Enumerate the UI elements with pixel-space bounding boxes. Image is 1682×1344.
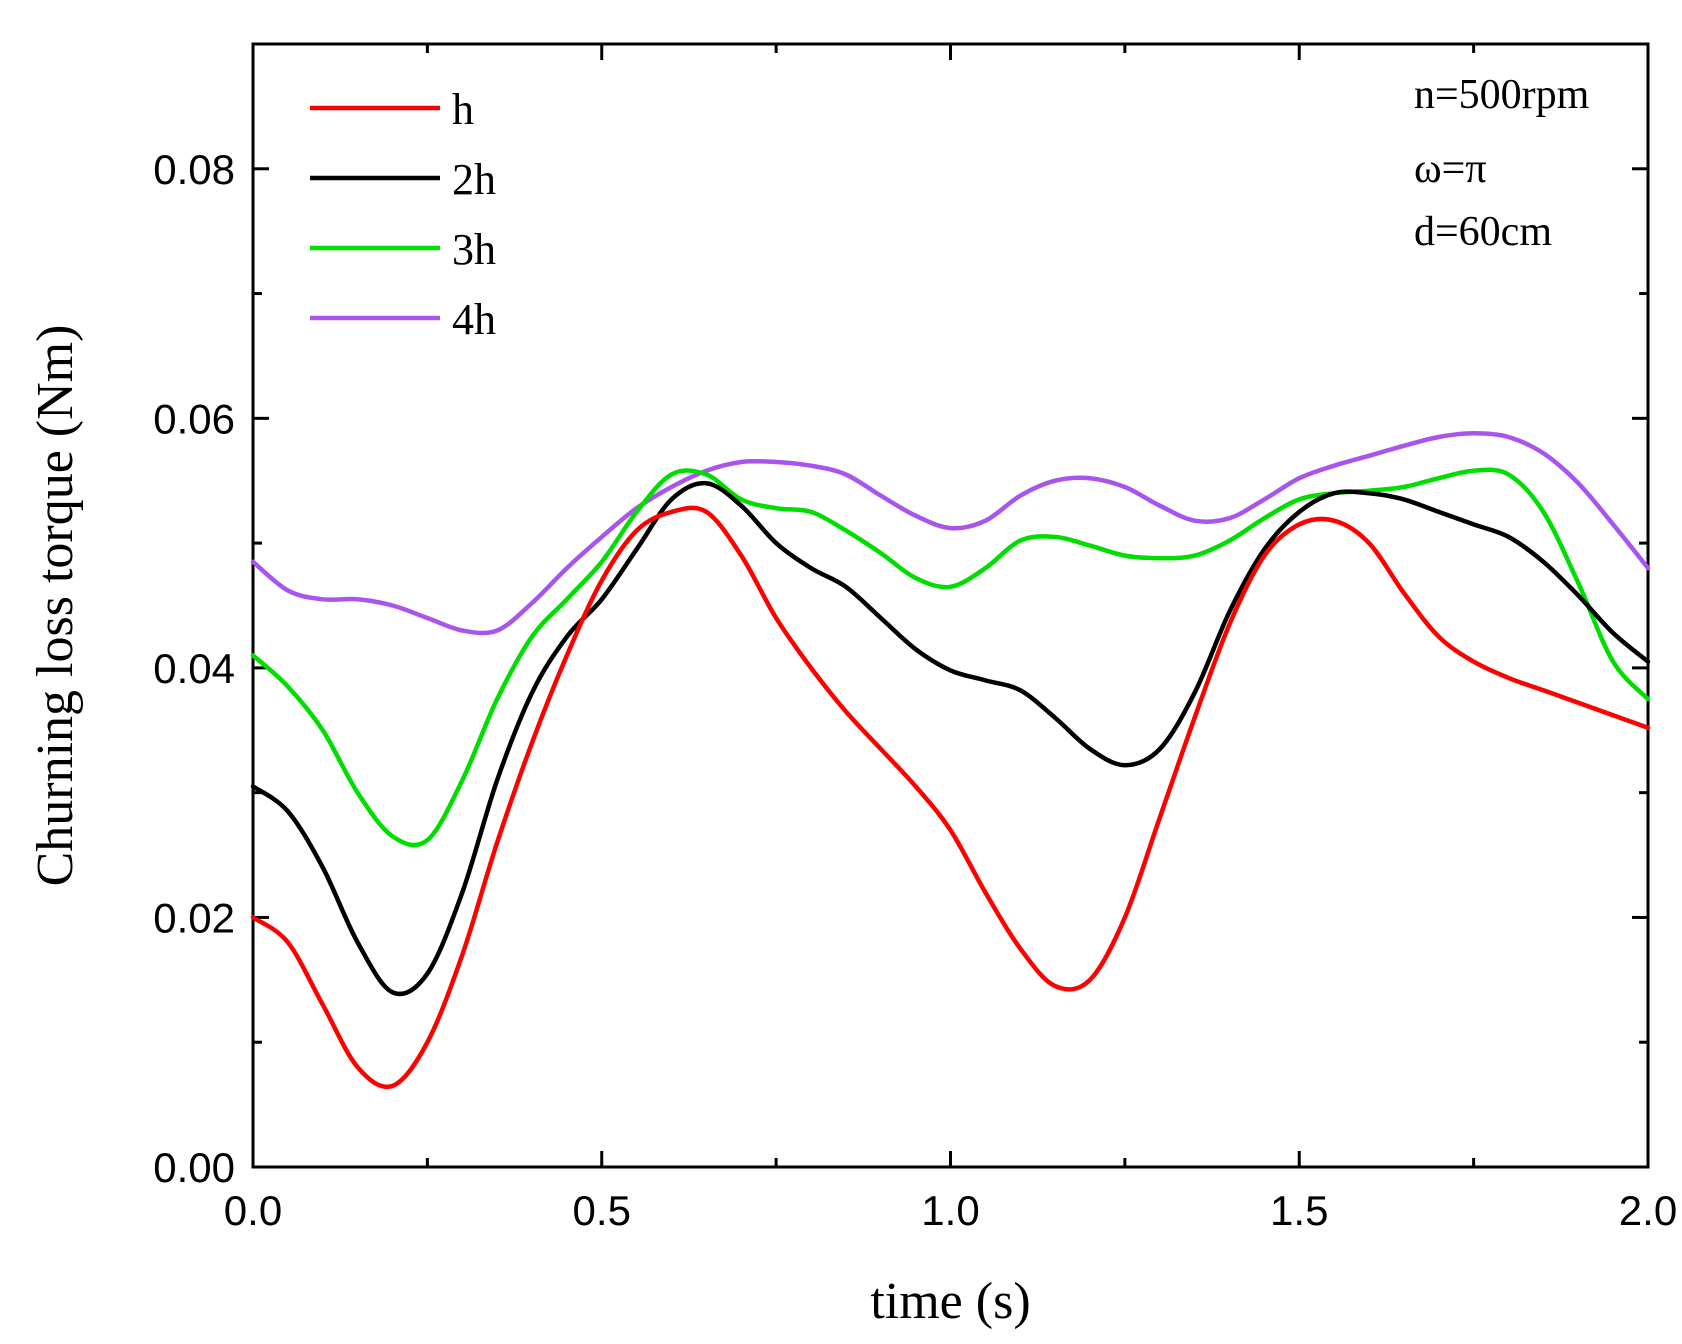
series-line-h <box>250 505 1651 1090</box>
y-tick-label: 0.06 <box>153 395 235 442</box>
y-tick-label: 0.00 <box>153 1144 235 1191</box>
x-tick-label: 1.0 <box>921 1187 979 1234</box>
legend-label-2h: 2h <box>452 155 496 204</box>
series-line-2h <box>250 480 1651 997</box>
annotation-speed: n=500rpm <box>1414 72 1590 118</box>
x-tick-label: 0.0 <box>224 1187 282 1234</box>
axis-ticks <box>251 44 1650 1169</box>
annotations: n=500rpm ω=π d=60cm <box>1414 72 1590 255</box>
y-tick-label: 0.08 <box>153 146 235 193</box>
legend-label-3h: 3h <box>452 225 496 274</box>
annotation-omega: ω=π <box>1414 146 1487 192</box>
x-axis-title: time (s) <box>870 1273 1030 1330</box>
y-tick-label: 0.04 <box>153 645 235 692</box>
y-tick-label: 0.02 <box>153 894 235 941</box>
tick-labels: 0.0 0.5 1.0 1.5 2.0 0.00 0.02 0.04 0.06 0.08 <box>153 146 1677 1234</box>
annotation-distance: d=60cm <box>1414 209 1552 255</box>
x-tick-label: 1.5 <box>1270 1187 1328 1234</box>
series-line-4h <box>250 431 1651 636</box>
series-lines <box>250 431 1651 1090</box>
x-tick-label: 2.0 <box>1619 1187 1677 1234</box>
legend-label-4h: 4h <box>452 295 496 344</box>
legend: h 2h 3h 4h <box>310 85 496 344</box>
x-tick-label: 0.5 <box>573 1187 631 1234</box>
series-line-3h <box>250 467 1651 848</box>
y-axis-title: Churning loss torque (Nm) <box>27 325 84 887</box>
legend-label-h: h <box>452 85 474 134</box>
